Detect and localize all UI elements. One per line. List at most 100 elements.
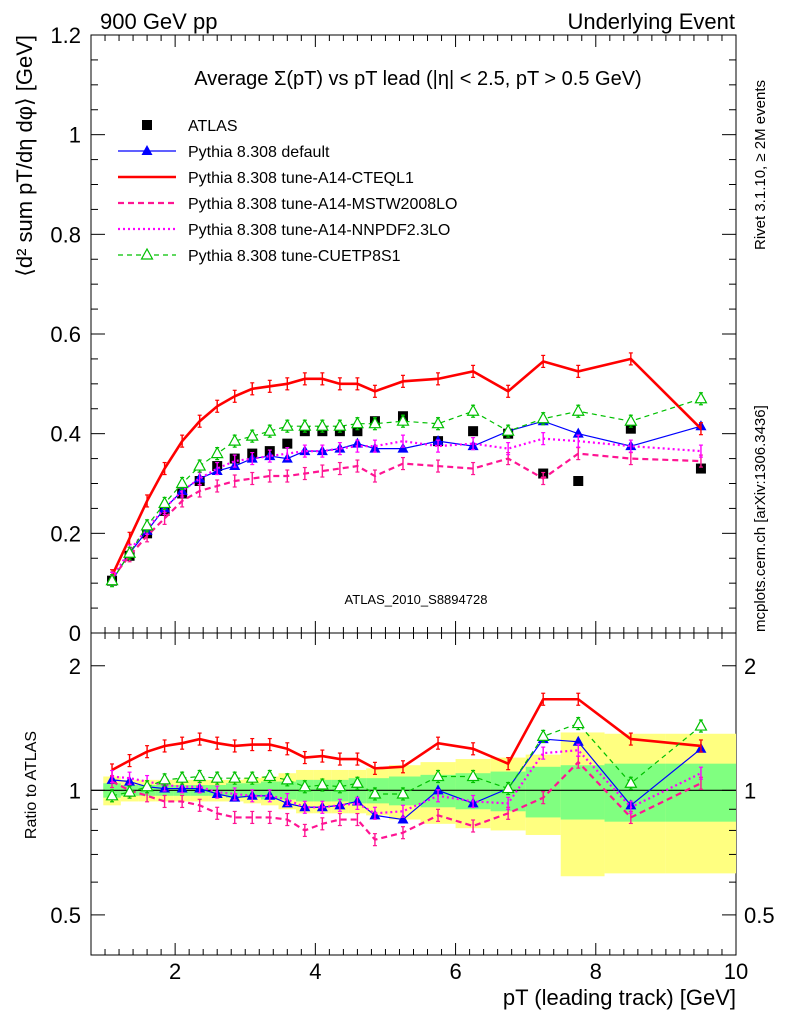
ratio-ytick-label-right: 1 — [744, 778, 756, 803]
legend-label: ATLAS — [188, 118, 238, 135]
ratio-point-pythia-8-308-tune-cuetp8s1 — [158, 772, 172, 785]
main-point-pythia-8-308-tune-cuetp8s1 — [245, 428, 259, 441]
analysis-watermark: ATLAS_2010_S8894728 — [345, 592, 488, 607]
ratio-xtick-label: 10 — [724, 959, 748, 984]
main-ytick-label: 1 — [69, 123, 81, 148]
ratio-xlabel: pT (leading track) [GeV] — [503, 985, 736, 1010]
ratio-panel: 0.5 0.5 1 1 2 2 2 4 6 8 10 Ratio to ATLAS pT (leadin… — [23, 632, 775, 1010]
main-line-pythia-8-308-tune-a14-mstw2008lo — [111, 452, 701, 579]
main-point-pythia-8-308-default — [572, 427, 584, 438]
main-ytick-label: 0.8 — [50, 222, 81, 247]
main-point-pythia-8-308-tune-cuetp8s1 — [396, 413, 410, 426]
main-line-pythia-8-308-tune-cuetp8s1 — [111, 398, 702, 581]
main-point-pythia-8-308-tune-cuetp8s1 — [624, 413, 638, 426]
ratio-point-pythia-8-308-tune-cuetp8s1 — [350, 776, 364, 788]
mcplots-side-label: mcplots.cern.ch [arXiv:1306.3436] — [752, 405, 769, 632]
main-point-pythia-8-308-tune-cuetp8s1 — [431, 416, 445, 429]
main-point-pythia-8-308-tune-cuetp8s1 — [175, 476, 189, 489]
ratio-point-pythia-8-308-tune-cuetp8s1 — [501, 781, 515, 794]
ratio-point-pythia-8-308-tune-cuetp8s1 — [333, 779, 347, 792]
main-point-pythia-8-308-tune-cuetp8s1 — [105, 573, 119, 586]
main-point-atlas — [468, 426, 479, 437]
ratio-point-pythia-8-308-tune-cuetp8s1 — [210, 770, 224, 783]
ratio-ytick-label-right: 0.5 — [744, 903, 775, 928]
main-point-pythia-8-308-tune-cuetp8s1 — [368, 416, 382, 429]
ratio-point-pythia-8-308-tune-cuetp8s1 — [624, 776, 638, 788]
ratio-ylabel: Ratio to ATLAS — [23, 731, 40, 839]
main-point-pythia-8-308-tune-cuetp8s1 — [140, 518, 154, 531]
main-point-atlas — [695, 463, 706, 474]
main-point-pythia-8-308-tune-cuetp8s1 — [466, 403, 480, 416]
ratio-point-pythia-8-308-tune-cuetp8s1 — [245, 770, 259, 783]
header-right-label: Underlying Event — [567, 9, 735, 34]
ratio-point-pythia-8-308-tune-cuetp8s1 — [140, 779, 154, 792]
main-point-pythia-8-308-tune-cuetp8s1 — [193, 458, 207, 471]
main-ytick-label: 1.2 — [50, 23, 81, 48]
main-point-pythia-8-308-tune-cuetp8s1 — [228, 433, 242, 446]
ratio-point-pythia-8-308-tune-cuetp8s1 — [431, 769, 445, 782]
legend-label: Pythia 8.308 default — [188, 144, 330, 161]
ratio-point-pythia-8-308-tune-cuetp8s1 — [263, 769, 277, 782]
main-point-atlas — [573, 476, 584, 487]
main-point-pythia-8-308-tune-cuetp8s1 — [571, 403, 585, 416]
legend-marker — [142, 120, 152, 130]
ratio-ytick-label: 1 — [69, 778, 81, 803]
inner-uncertainty-band — [560, 765, 605, 820]
main-point-pythia-8-308-tune-cuetp8s1 — [158, 496, 172, 509]
main-ytick-label: 0 — [69, 621, 81, 646]
ratio-xtick-label: 8 — [590, 959, 602, 984]
main-ytick-label: 0.2 — [50, 521, 81, 546]
main-point-pythia-8-308-tune-cuetp8s1 — [333, 418, 347, 431]
ratio-point-pythia-8-308-tune-cuetp8s1 — [175, 770, 189, 783]
ratio-point-pythia-8-308-tune-cuetp8s1 — [193, 769, 207, 782]
ratio-point-pythia-8-308-tune-cuetp8s1 — [396, 786, 410, 799]
ratio-point-pythia-8-308-tune-cuetp8s1 — [298, 779, 312, 792]
main-point-pythia-8-308-tune-cuetp8s1 — [315, 418, 329, 431]
main-point-pythia-8-308-tune-cuetp8s1 — [123, 546, 137, 558]
ratio-xtick-label: 4 — [309, 959, 321, 984]
main-point-atlas — [282, 438, 293, 449]
legend-label: Pythia 8.308 tune-A14-CTEQL1 — [188, 170, 414, 187]
ratio-point-pythia-8-308-tune-cuetp8s1 — [368, 786, 382, 799]
main-point-pythia-8-308-tune-cuetp8s1 — [210, 446, 224, 459]
main-point-pythia-8-308-tune-cuetp8s1 — [298, 418, 312, 431]
main-point-atlas — [352, 426, 363, 437]
ratio-point-pythia-8-308-default — [397, 813, 409, 824]
main-point-atlas — [625, 423, 636, 434]
ratio-point-pythia-8-308-tune-cuetp8s1 — [466, 769, 480, 782]
ratio-xtick-label: 2 — [169, 959, 181, 984]
legend-label: Pythia 8.308 tune-A14-MSTW2008LO — [188, 196, 457, 213]
main-plot-frame — [90, 34, 737, 634]
legend-label: Pythia 8.308 tune-A14-NNPDF2.3LO — [188, 222, 450, 239]
main-ytick-label: 0.6 — [50, 322, 81, 347]
ratio-point-pythia-8-308-tune-cuetp8s1 — [228, 770, 242, 783]
main-point-pythia-8-308-tune-cuetp8s1 — [694, 391, 708, 404]
main-point-pythia-8-308-tune-cuetp8s1 — [536, 411, 550, 424]
ratio-point-pythia-8-308-tune-cuetp8s1 — [123, 784, 137, 797]
main-line-pythia-8-308-tune-a14-cteql1 — [110, 357, 702, 577]
ratio-point-pythia-8-308-tune-cuetp8s1 — [571, 716, 585, 729]
ratio-xtick-label: 6 — [449, 959, 461, 984]
inner-uncertainty-band — [604, 763, 666, 822]
ratio-line-pythia-8-308-tune-a14-mstw2008lo — [111, 760, 702, 841]
ratio-point-pythia-8-308-tune-cuetp8s1 — [280, 772, 294, 785]
ratio-ytick-label: 0.5 — [50, 903, 81, 928]
ratio-line-pythia-8-308-tune-a14-nnpdf2-3lo — [111, 749, 702, 815]
main-point-pythia-8-308-tune-cuetp8s1 — [501, 423, 515, 436]
ratio-point-pythia-8-308-tune-cuetp8s1 — [694, 718, 708, 731]
main-ylabel: ⟨d² sum pT/dη dφ⟩ [GeV] — [12, 35, 37, 277]
main-panel: 0 0.2 0.4 0.6 0.8 1 1.2 ⟨d² sum pT/dη dφ⟩ [GeV]… — [12, 23, 737, 646]
ratio-line-pythia-8-308-tune-a14-cteql1 — [111, 697, 702, 772]
legend-label: Pythia 8.308 tune-CUETP8S1 — [188, 248, 401, 265]
rivet-side-label: Rivet 3.1.10, ≥ 2M events — [752, 80, 769, 250]
ratio-ytick-label: 2 — [69, 654, 81, 679]
chart-title: Average Σ(pT) vs pT lead (|η| < 2.5, pT … — [194, 68, 641, 90]
legend-marker — [140, 247, 154, 260]
main-point-pythia-8-308-tune-cuetp8s1 — [263, 423, 277, 436]
main-point-pythia-8-308-tune-cuetp8s1 — [280, 418, 294, 431]
ratio-point-pythia-8-308-default — [572, 735, 584, 746]
main-ytick-label: 0.4 — [50, 422, 81, 447]
ratio-point-pythia-8-308-tune-cuetp8s1 — [105, 788, 119, 801]
main-point-pythia-8-308-tune-cuetp8s1 — [350, 416, 364, 429]
